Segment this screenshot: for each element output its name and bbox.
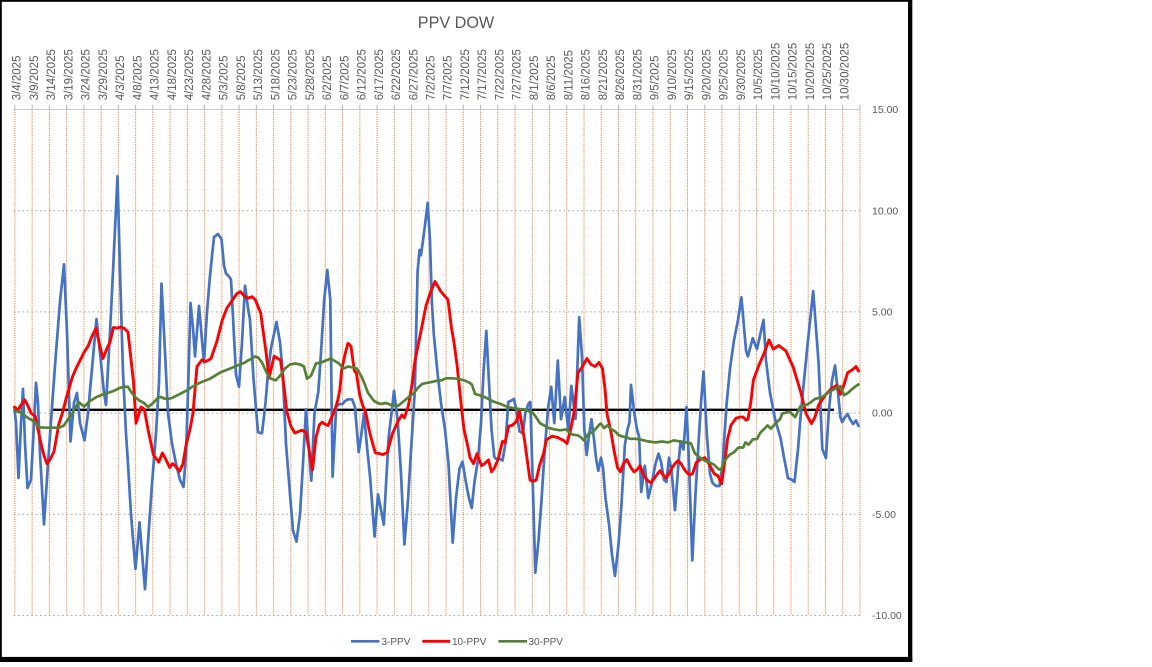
- svg-text:9/15/2025: 9/15/2025: [684, 49, 696, 100]
- svg-text:0.00: 0.00: [872, 408, 893, 420]
- svg-text:7/17/2025: 7/17/2025: [477, 49, 489, 100]
- svg-text:5/28/2025: 5/28/2025: [305, 49, 317, 100]
- svg-text:6/12/2025: 6/12/2025: [357, 49, 369, 100]
- svg-text:10.00: 10.00: [872, 205, 898, 217]
- svg-text:10/5/2025: 10/5/2025: [753, 49, 765, 100]
- svg-text:3/9/2025: 3/9/2025: [29, 56, 41, 101]
- svg-text:4/3/2025: 4/3/2025: [115, 56, 127, 101]
- svg-text:4/18/2025: 4/18/2025: [167, 49, 179, 100]
- svg-text:9/10/2025: 9/10/2025: [667, 49, 679, 100]
- svg-text:9/30/2025: 9/30/2025: [736, 49, 748, 100]
- svg-text:10-PPV: 10-PPV: [452, 637, 487, 648]
- svg-text:8/31/2025: 8/31/2025: [633, 49, 645, 100]
- svg-text:5/23/2025: 5/23/2025: [288, 49, 300, 100]
- svg-text:5/3/2025: 5/3/2025: [219, 56, 231, 101]
- svg-text:-10.00: -10.00: [872, 610, 902, 622]
- svg-text:10/15/2025: 10/15/2025: [788, 43, 800, 101]
- svg-text:4/28/2025: 4/28/2025: [201, 49, 213, 100]
- svg-text:10/30/2025: 10/30/2025: [839, 43, 851, 101]
- svg-text:30-PPV: 30-PPV: [529, 637, 564, 648]
- svg-text:9/25/2025: 9/25/2025: [719, 49, 731, 100]
- svg-text:6/27/2025: 6/27/2025: [408, 49, 420, 100]
- svg-text:3/19/2025: 3/19/2025: [63, 49, 75, 100]
- svg-text:10/10/2025: 10/10/2025: [770, 43, 782, 101]
- svg-text:6/2/2025: 6/2/2025: [322, 56, 334, 101]
- svg-text:5/13/2025: 5/13/2025: [253, 49, 265, 100]
- svg-text:7/22/2025: 7/22/2025: [495, 49, 507, 100]
- svg-text:4/13/2025: 4/13/2025: [150, 49, 162, 100]
- svg-text:PPV DOW: PPV DOW: [418, 14, 495, 32]
- svg-text:5.00: 5.00: [872, 307, 893, 319]
- svg-text:4/8/2025: 4/8/2025: [132, 56, 144, 101]
- svg-text:7/12/2025: 7/12/2025: [460, 49, 472, 100]
- svg-text:3/4/2025: 3/4/2025: [12, 56, 24, 101]
- svg-text:3/14/2025: 3/14/2025: [46, 49, 58, 100]
- svg-text:10/25/2025: 10/25/2025: [822, 43, 834, 101]
- svg-text:8/1/2025: 8/1/2025: [529, 56, 541, 101]
- svg-text:5/8/2025: 5/8/2025: [236, 56, 248, 101]
- svg-text:8/26/2025: 8/26/2025: [615, 49, 627, 100]
- svg-text:6/22/2025: 6/22/2025: [391, 49, 403, 100]
- svg-text:9/5/2025: 9/5/2025: [650, 56, 662, 101]
- svg-text:8/11/2025: 8/11/2025: [564, 50, 576, 100]
- svg-text:8/21/2025: 8/21/2025: [598, 49, 610, 100]
- svg-text:4/23/2025: 4/23/2025: [184, 49, 196, 100]
- svg-text:6/17/2025: 6/17/2025: [374, 49, 386, 100]
- svg-text:10/20/2025: 10/20/2025: [805, 43, 817, 101]
- svg-text:7/27/2025: 7/27/2025: [512, 49, 524, 100]
- svg-text:3/24/2025: 3/24/2025: [81, 49, 93, 100]
- svg-text:-5.00: -5.00: [872, 509, 896, 521]
- svg-text:6/7/2025: 6/7/2025: [339, 56, 351, 101]
- svg-text:8/16/2025: 8/16/2025: [581, 49, 593, 100]
- svg-text:15.00: 15.00: [872, 104, 898, 116]
- svg-text:3/29/2025: 3/29/2025: [98, 49, 110, 100]
- svg-text:7/7/2025: 7/7/2025: [443, 56, 455, 101]
- svg-text:9/20/2025: 9/20/2025: [701, 49, 713, 100]
- svg-text:7/2/2025: 7/2/2025: [426, 56, 438, 101]
- svg-text:8/6/2025: 8/6/2025: [546, 56, 558, 101]
- svg-text:3-PPV: 3-PPV: [382, 637, 411, 648]
- svg-text:5/18/2025: 5/18/2025: [270, 49, 282, 100]
